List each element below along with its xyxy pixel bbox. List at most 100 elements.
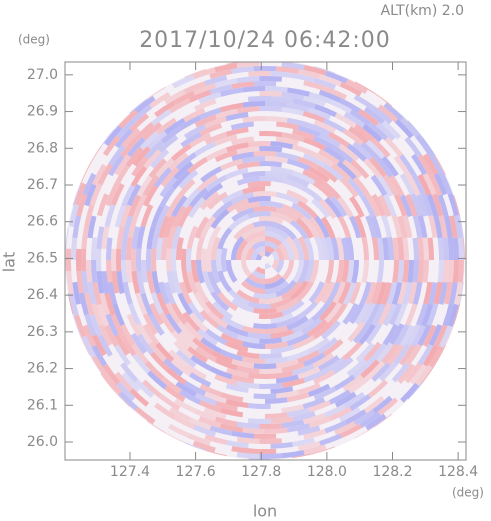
echo-cell: [110, 314, 125, 337]
echo-cell: [225, 112, 249, 122]
echo-cell: [338, 143, 360, 162]
echo-cell: [189, 187, 209, 208]
echo-cell: [302, 169, 325, 185]
echo-cell: [225, 167, 249, 180]
echo-cell: [329, 302, 348, 325]
echo-cell: [339, 423, 362, 439]
echo-cell: [452, 260, 460, 283]
echo-cell: [331, 163, 352, 182]
echo-cell: [116, 118, 136, 139]
echo-cell: [110, 183, 125, 206]
echo-cell: [322, 339, 344, 357]
echo-cell: [98, 324, 113, 347]
echo-cell: [275, 280, 297, 298]
echo-cell: [265, 397, 288, 404]
echo-cell: [199, 383, 222, 397]
echo-cell: [215, 401, 238, 412]
echo-cell: [258, 311, 284, 320]
echo-cell: [276, 136, 299, 146]
echo-cell: [134, 406, 156, 425]
echo-cell: [320, 236, 330, 260]
echo-cell: [140, 293, 154, 316]
echo-cell: [210, 260, 221, 284]
echo-cell: [142, 122, 163, 141]
echo-cell: [402, 282, 413, 305]
y-tick-label: 26.1: [27, 397, 58, 413]
echo-cell: [168, 423, 191, 439]
echo-cell: [406, 173, 421, 196]
echo-cell: [220, 102, 244, 113]
echo-cell: [127, 137, 146, 158]
echo-cell: [407, 260, 415, 283]
echo-cell: [303, 369, 327, 383]
echo-cell: [171, 330, 191, 350]
echo-cell: [207, 271, 222, 295]
echo-cell: [65, 227, 69, 249]
echo-cell: [365, 281, 377, 305]
echo-cell: [231, 236, 245, 260]
echo-cell: [255, 246, 265, 254]
echo-cell: [192, 337, 213, 355]
echo-cell: [354, 81, 375, 94]
echo-cell: [404, 362, 422, 384]
echo-cell: [76, 193, 88, 217]
echo-cell: [308, 337, 330, 354]
echo-cell: [172, 205, 187, 228]
echo-cell: [323, 118, 346, 133]
echo-cell: [295, 217, 314, 239]
echo-cell: [251, 269, 265, 279]
echo-cell: [121, 372, 141, 393]
echo-cell: [174, 398, 196, 414]
echo-cell: [443, 281, 453, 305]
echo-cell: [183, 107, 206, 123]
echo-cell: [342, 159, 363, 179]
echo-cell: [265, 277, 286, 289]
echo-cell: [334, 391, 357, 408]
echo-cell: [308, 107, 332, 120]
echo-cell: [324, 70, 348, 84]
echo-cell: [368, 342, 387, 364]
echo-cell: [253, 190, 277, 197]
echo-cell: [195, 346, 217, 363]
y-axis-label: lat: [0, 252, 19, 273]
echo-cell: [131, 226, 141, 250]
echo-cell: [170, 143, 192, 162]
echo-cell: [360, 195, 376, 218]
echo-cell: [422, 364, 436, 383]
echo-cell: [134, 379, 155, 398]
echo-cell: [114, 390, 131, 408]
echo-cell: [412, 215, 423, 239]
echo-cell: [96, 303, 109, 327]
echo-cell: [428, 282, 438, 305]
echo-cell: [165, 367, 187, 386]
echo-cell: [132, 146, 151, 167]
echo-cell: [193, 98, 217, 112]
echo-cell: [253, 206, 277, 213]
echo-cell: [226, 198, 249, 213]
echo-cell: [171, 303, 188, 325]
echo-cell: [439, 172, 453, 195]
echo-cell: [281, 362, 305, 373]
echo-cell: [236, 161, 260, 170]
echo-cell: [259, 367, 283, 375]
echo-cell: [341, 237, 350, 260]
echo-cell: [168, 349, 189, 368]
echo-cell: [196, 260, 205, 284]
echo-cell: [142, 323, 160, 346]
echo-cell: [281, 91, 305, 101]
echo-cell: [342, 341, 363, 361]
echo-cell: [84, 313, 97, 337]
echo-cell: [297, 382, 321, 395]
echo-cell: [204, 434, 228, 445]
echo-cell: [447, 260, 455, 283]
echo-cell: [192, 67, 216, 80]
echo-cell: [346, 260, 355, 283]
echo-cell: [270, 296, 293, 309]
echo-cell: [386, 344, 405, 366]
echo-cell: [120, 362, 139, 383]
echo-cell: [397, 237, 404, 260]
echo-cell: [320, 281, 336, 304]
echo-cell: [297, 200, 318, 219]
echo-cell: [332, 145, 354, 164]
